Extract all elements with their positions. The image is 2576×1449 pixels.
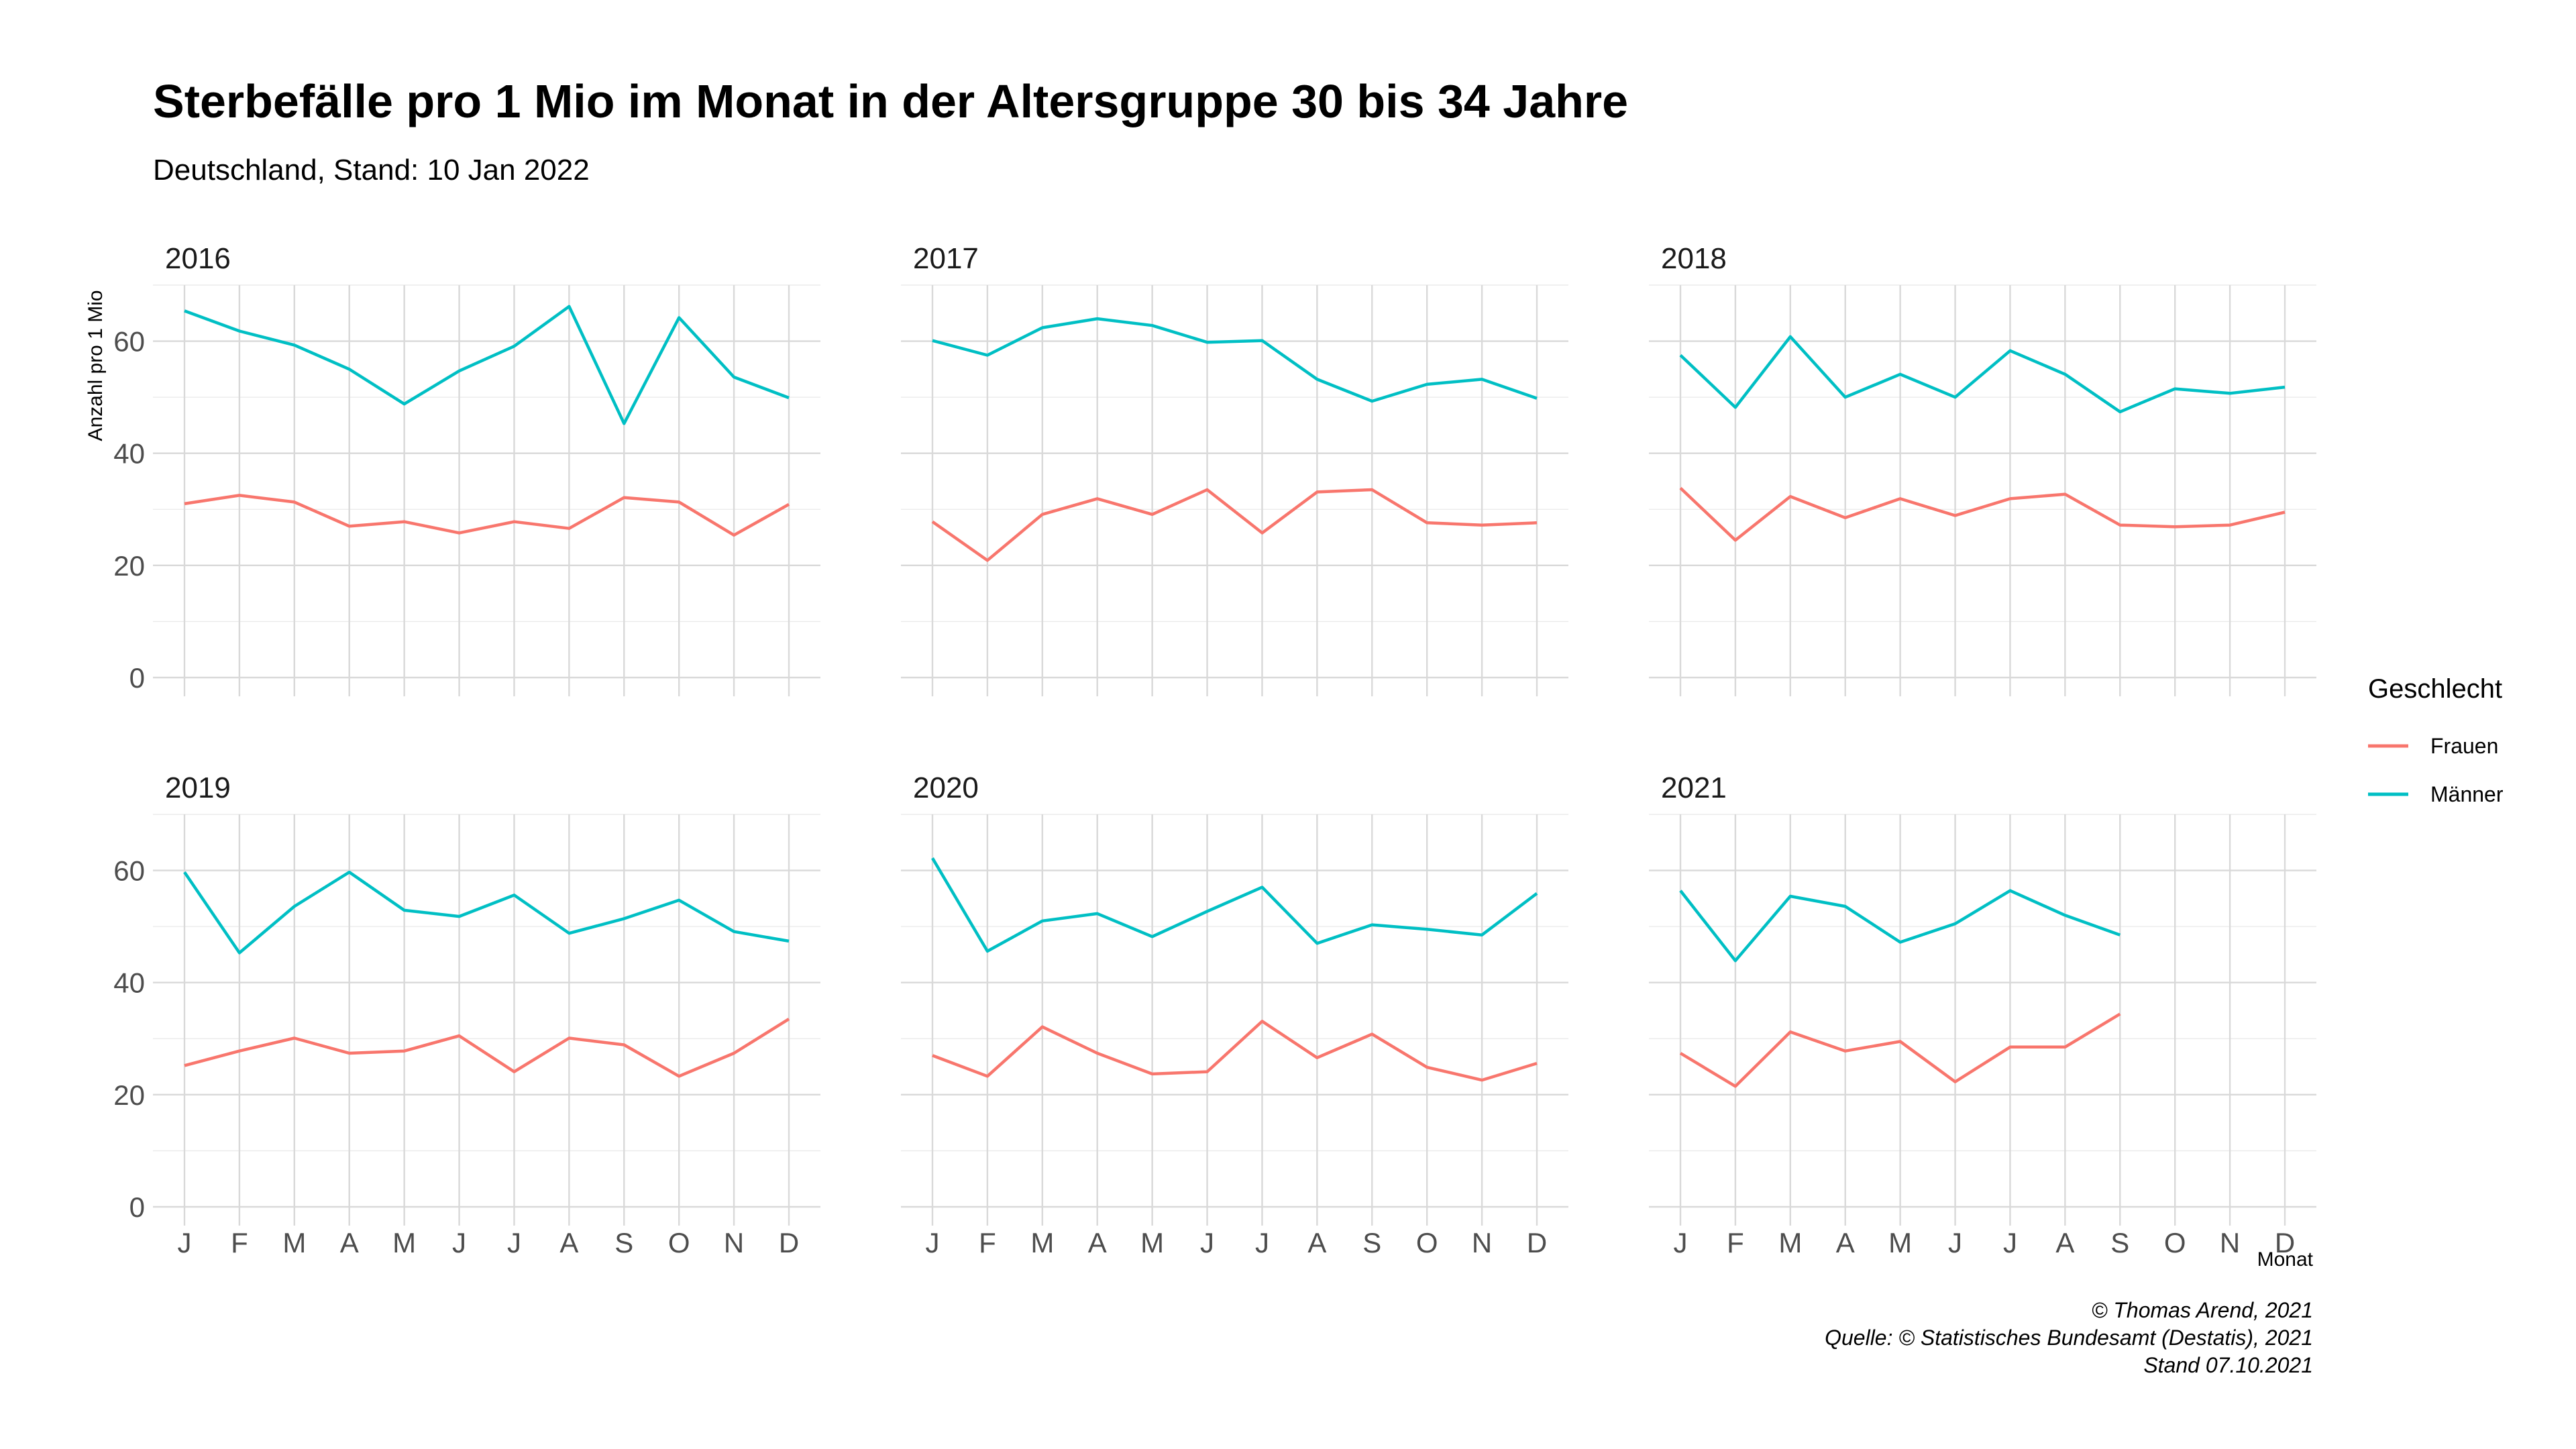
y-tick-label: 20 — [113, 550, 145, 582]
x-tick-label: J — [178, 1227, 192, 1258]
x-tick-label: M — [282, 1227, 306, 1258]
y-tick-label: 0 — [129, 1191, 145, 1223]
x-axis-title: Monat — [2257, 1248, 2314, 1271]
x-tick-label: A — [1307, 1227, 1326, 1258]
x-tick-label: M — [1140, 1227, 1164, 1258]
legend: Geschlecht Frauen Männer — [2368, 674, 2504, 806]
x-tick-label: S — [2110, 1227, 2129, 1258]
series-line-frauen-2021 — [1679, 1012, 2121, 1088]
series-line-maenner-2021 — [1679, 889, 2121, 963]
x-tick-label: J — [926, 1227, 940, 1258]
facet-label: 2019 — [165, 771, 231, 804]
x-tick-label: J — [452, 1227, 466, 1258]
x-tick-label: J — [2003, 1227, 2017, 1258]
facet-label: 2018 — [1661, 242, 1727, 275]
series-line-maenner-2016 — [184, 305, 790, 425]
x-tick-label: F — [231, 1227, 248, 1258]
series-line-maenner-2020 — [931, 857, 1538, 953]
facet-panel-2019: 2019 0 20 40 60 J F M A M J J A S O N D — [113, 771, 820, 1258]
y-tick-label: 0 — [129, 662, 145, 694]
series-line-frauen-2018 — [1679, 486, 2286, 542]
x-tick-label: M — [1888, 1227, 1912, 1258]
y-tick-label: 60 — [113, 326, 145, 358]
facet-panel-2021: 2021 J F M A M J J A S O N D — [1649, 771, 2316, 1258]
y-axis-title: Anzahl pro 1 Mio — [85, 290, 107, 441]
x-tick-label: J — [1255, 1227, 1269, 1258]
facet-panel-2017: 2017 — [901, 242, 1568, 696]
facet-label: 2016 — [165, 242, 231, 275]
x-tick-label: O — [668, 1227, 690, 1258]
series-line-frauen-2016 — [184, 494, 790, 537]
x-tick-label: A — [340, 1227, 359, 1258]
x-tick-label: A — [559, 1227, 578, 1258]
series-line-maenner-2018 — [1679, 335, 2286, 414]
y-tick-label: 40 — [113, 967, 145, 999]
x-tick-label: M — [392, 1227, 416, 1258]
caption-source: Quelle: © Statistisches Bundesamt (Desta… — [1825, 1326, 2313, 1350]
facet-panel-2020: 2020 J F M A M J J A S O N D — [901, 771, 1568, 1258]
series-line-maenner-2019 — [183, 870, 790, 955]
x-tick-label: J — [1948, 1227, 1962, 1258]
y-tick-label: 60 — [113, 855, 145, 887]
x-tick-label: A — [1088, 1227, 1107, 1258]
facet-panels: 2016 0 20 40 60 2017 2018 2019 0 20 40 60 J F M A M J J A S O… — [113, 242, 2316, 1258]
x-tick-label: A — [2055, 1227, 2074, 1258]
facet-panel-2016: 2016 0 20 40 60 — [113, 242, 820, 696]
caption-author: © Thomas Arend, 2021 — [2092, 1298, 2313, 1322]
facet-panel-2018: 2018 — [1649, 242, 2316, 696]
series-line-frauen-2017 — [931, 488, 1538, 562]
caption-date: Stand 07.10.2021 — [2143, 1353, 2313, 1377]
facet-label: 2017 — [913, 242, 979, 275]
y-tick-label: 40 — [113, 438, 145, 470]
x-tick-label: F — [1727, 1227, 1744, 1258]
facet-label: 2021 — [1661, 771, 1727, 804]
series-line-maenner-2017 — [932, 317, 1538, 403]
x-tick-label: J — [1200, 1227, 1214, 1258]
chart-subtitle: Deutschland, Stand: 10 Jan 2022 — [153, 154, 590, 186]
x-tick-label: O — [2164, 1227, 2186, 1258]
legend-title: Geschlecht — [2368, 674, 2502, 704]
x-tick-label: M — [1778, 1227, 1802, 1258]
x-tick-label: D — [779, 1227, 799, 1258]
chart-title: Sterbefälle pro 1 Mio im Monat in der Al… — [153, 75, 1628, 127]
caption: © Thomas Arend, 2021 Quelle: © Statistis… — [1825, 1298, 2313, 1377]
x-tick-label: N — [2220, 1227, 2240, 1258]
series-line-frauen-2019 — [184, 1018, 790, 1078]
x-tick-label: J — [1674, 1227, 1688, 1258]
x-tick-label: N — [724, 1227, 744, 1258]
series-line-frauen-2020 — [932, 1020, 1538, 1082]
x-tick-label: N — [1472, 1227, 1492, 1258]
x-tick-label: S — [614, 1227, 633, 1258]
x-tick-label: F — [979, 1227, 996, 1258]
facet-label: 2020 — [913, 771, 979, 804]
x-tick-label: M — [1030, 1227, 1054, 1258]
y-tick-label: 20 — [113, 1079, 145, 1111]
x-tick-label: D — [2275, 1227, 2295, 1258]
x-tick-label: S — [1362, 1227, 1381, 1258]
x-tick-label: J — [507, 1227, 521, 1258]
x-tick-label: D — [1527, 1227, 1547, 1258]
x-tick-label: A — [1836, 1227, 1855, 1258]
x-tick-label: O — [1416, 1227, 1438, 1258]
legend-label-frauen: Frauen — [2430, 734, 2498, 758]
legend-label-maenner: Männer — [2430, 782, 2504, 806]
